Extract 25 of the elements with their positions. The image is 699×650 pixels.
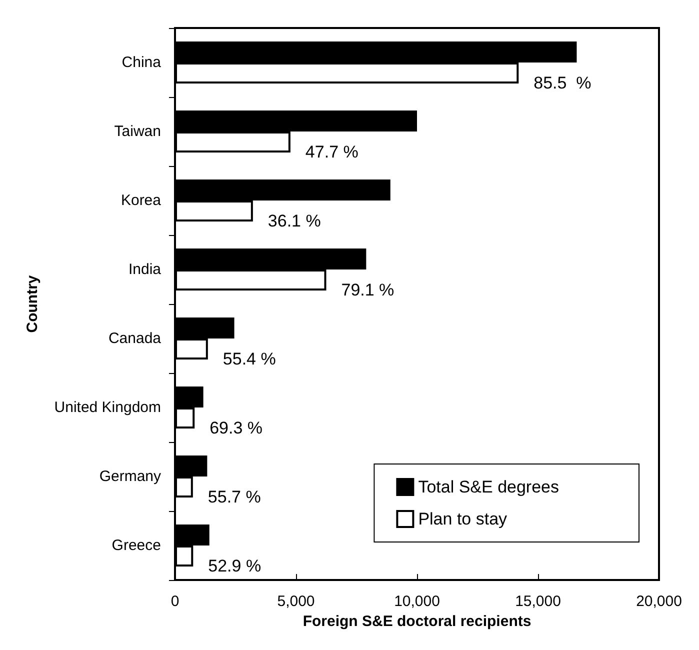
annotation: 47.7 % [305,142,358,162]
annotation: 55.4 % [222,350,276,368]
annotation: 79.1 % [341,280,394,300]
annotation: 85.5 % [534,74,592,92]
y-tick-label: United Kingdom [54,399,161,416]
legend-label: Total S&E degrees [418,478,560,496]
y-tick-label: Greece [112,537,161,554]
annotation: 69.3 % [210,418,263,438]
y-tick-label: India [128,261,162,278]
annotation: 55.7 % [208,488,261,506]
x-axis-title: Foreign S&E doctoral recipients [302,612,532,630]
y-tick-label: Korea [120,192,162,209]
legend-label: Plan to stay [418,510,508,528]
x-tick-label: 0 [170,593,180,610]
x-tick-label: 15,000 [515,593,561,610]
y-tick-label: China [122,54,162,71]
annotation: 36.1 % [268,212,321,230]
y-tick-label: Taiwan [114,123,161,140]
y-tick-label: Germany [99,468,162,485]
x-tick-label: 20,000 [636,593,682,610]
y-axis-title: Country [24,274,41,333]
annotation: 52.9 % [208,556,262,576]
x-tick-label: 5,000 [277,593,315,610]
y-tick-label: Canada [108,330,162,347]
x-tick-label: 10,000 [394,593,440,610]
